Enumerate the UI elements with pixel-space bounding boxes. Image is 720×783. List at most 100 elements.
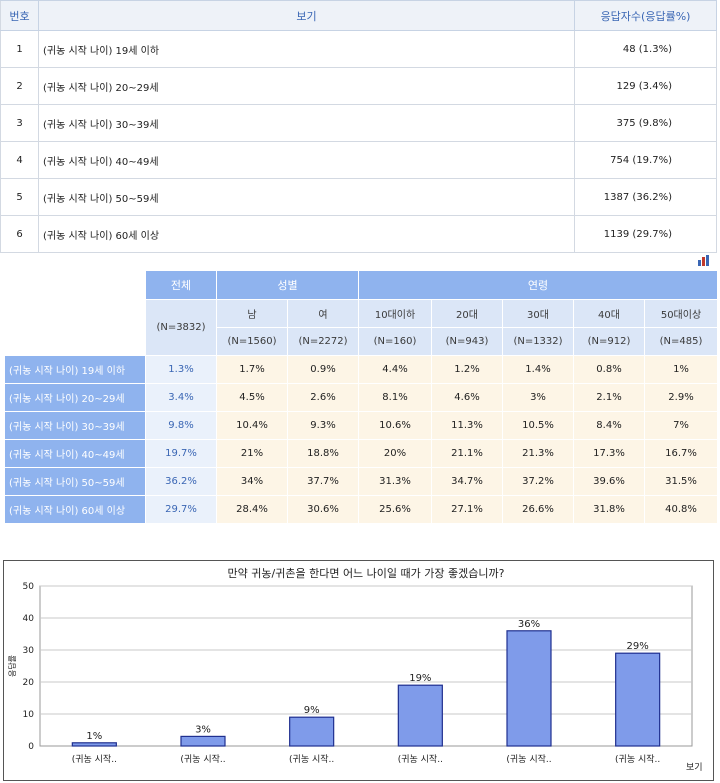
y-tick-label: 40 bbox=[23, 614, 35, 624]
table-row: 2 (귀농 시작 나이) 20~29세 129 (3.4%) bbox=[0, 67, 717, 105]
cross-cell: 4.4% bbox=[359, 356, 431, 383]
response-table: 번호 보기 응답자수(응답률%) 1 (귀농 시작 나이) 19세 이하 48 (1… bbox=[0, 0, 717, 253]
cross-cell: 11.3% bbox=[432, 412, 502, 439]
cross-cell: 8.4% bbox=[574, 412, 644, 439]
cross-cell: 1% bbox=[645, 356, 717, 383]
row-option: (귀농 시작 나이) 50~59세 bbox=[38, 178, 575, 216]
cross-cell-total: 36.2% bbox=[146, 468, 216, 495]
row-option: (귀농 시작 나이) 40~49세 bbox=[38, 141, 575, 179]
row-number: 6 bbox=[0, 215, 39, 253]
cross-cell: 21.1% bbox=[432, 440, 502, 467]
y-tick-label: 30 bbox=[23, 646, 35, 656]
row-number: 5 bbox=[0, 178, 39, 216]
header-no: 번호 bbox=[0, 0, 39, 31]
row-option: (귀농 시작 나이) 30~39세 bbox=[38, 104, 575, 142]
row-count: 1139 (29.7%) bbox=[574, 215, 717, 253]
bar bbox=[71, 742, 117, 747]
row-option: (귀농 시작 나이) 20~29세 bbox=[38, 67, 575, 105]
cross-cell: 7% bbox=[645, 412, 717, 439]
cross-cell: 16.7% bbox=[645, 440, 717, 467]
cross-cell-total: 1.3% bbox=[146, 356, 216, 383]
corner-cell bbox=[5, 271, 145, 299]
row-count: 375 (9.8%) bbox=[574, 104, 717, 142]
row-count: 48 (1.3%) bbox=[574, 30, 717, 68]
cross-cell: 31.5% bbox=[645, 468, 717, 495]
cross-row-label: (귀농 시작 나이) 50~59세 bbox=[5, 468, 145, 495]
sub-header: 여 bbox=[288, 300, 358, 327]
sub-header: 10대이하 bbox=[359, 300, 431, 327]
sub-header-n: (N=160) bbox=[359, 328, 431, 355]
bar-chart-icon[interactable] bbox=[697, 253, 711, 267]
sub-header: 50대이상 bbox=[645, 300, 717, 327]
sub-header-n: (N=2272) bbox=[288, 328, 358, 355]
row-option: (귀농 시작 나이) 60세 이상 bbox=[38, 215, 575, 253]
cross-cell-total: 29.7% bbox=[146, 496, 216, 523]
bar-value-label: 1% bbox=[86, 731, 102, 742]
cross-cell: 30.6% bbox=[288, 496, 358, 523]
plot-area bbox=[39, 585, 693, 747]
cross-cell: 17.3% bbox=[574, 440, 644, 467]
bar-chart: 만약 귀농/귀촌을 한다면 어느 나이일 때가 가장 좋겠습니까? 0 10 20 30… bbox=[3, 560, 714, 781]
response-table-header: 번호 보기 응답자수(응답률%) bbox=[0, 0, 717, 31]
y-tick-label: 0 bbox=[28, 742, 34, 752]
table-row: 6 (귀농 시작 나이) 60세 이상 1139 (29.7%) bbox=[0, 215, 717, 253]
sub-header: 30대 bbox=[503, 300, 573, 327]
cross-row: (귀농 시작 나이) 60세 이상 29.7% 28.4% 30.6% 25.6% 27.… bbox=[5, 496, 717, 523]
table-row: 3 (귀농 시작 나이) 30~39세 375 (9.8%) bbox=[0, 104, 717, 142]
cross-row: (귀농 시작 나이) 50~59세 36.2% 34% 37.7% 31.3% 34.7%… bbox=[5, 468, 717, 495]
cross-cell: 10.4% bbox=[217, 412, 287, 439]
cross-cell-total: 9.8% bbox=[146, 412, 216, 439]
cross-row-label: (귀농 시작 나이) 19세 이하 bbox=[5, 356, 145, 383]
x-tick-label: (귀농 시작.. bbox=[180, 754, 225, 765]
group-total: 전체 bbox=[146, 271, 216, 299]
cross-row: (귀농 시작 나이) 40~49세 19.7% 21% 18.8% 20% 21.1% 21… bbox=[5, 440, 717, 467]
cross-row: (귀농 시작 나이) 20~29세 3.4% 4.5% 2.6% 8.1% 4.6% 3% 2… bbox=[5, 384, 717, 411]
sub-header-n: (N=912) bbox=[574, 328, 644, 355]
cross-cell: 34.7% bbox=[432, 468, 502, 495]
bar-value-label: 29% bbox=[627, 641, 649, 652]
cross-cell: 8.1% bbox=[359, 384, 431, 411]
row-count: 754 (19.7%) bbox=[574, 141, 717, 179]
table-row: 1 (귀농 시작 나이) 19세 이하 48 (1.3%) bbox=[0, 30, 717, 68]
corner-cell bbox=[5, 300, 145, 355]
x-tick-label: (귀농 시작.. bbox=[72, 754, 117, 765]
y-tick-label: 50 bbox=[23, 582, 35, 592]
cross-row-label: (귀농 시작 나이) 60세 이상 bbox=[5, 496, 145, 523]
cross-cell: 3% bbox=[503, 384, 573, 411]
row-number: 1 bbox=[0, 30, 39, 68]
cross-table: 전체 성별 연령 (N=3832) 남 여 10대이하 20대 30대 40대 50대이상 … bbox=[4, 270, 718, 524]
cross-cell: 39.6% bbox=[574, 468, 644, 495]
cross-cell: 10.5% bbox=[503, 412, 573, 439]
sub-header: 40대 bbox=[574, 300, 644, 327]
cross-cell-total: 3.4% bbox=[146, 384, 216, 411]
cross-cell: 26.6% bbox=[503, 496, 573, 523]
total-n: (N=3832) bbox=[146, 300, 216, 355]
cross-cell: 21.3% bbox=[503, 440, 573, 467]
y-axis-label: 응답률 bbox=[7, 655, 17, 677]
cross-cell: 18.8% bbox=[288, 440, 358, 467]
cross-row: (귀농 시작 나이) 19세 이하 1.3% 1.7% 0.9% 4.4% 1.2% 1.4… bbox=[5, 356, 717, 383]
cross-row-label: (귀농 시작 나이) 40~49세 bbox=[5, 440, 145, 467]
x-tick-label: (귀농 시작.. bbox=[615, 754, 660, 765]
cross-cell: 31.3% bbox=[359, 468, 431, 495]
cross-cell: 2.1% bbox=[574, 384, 644, 411]
cross-cell: 37.2% bbox=[503, 468, 573, 495]
cross-cell: 25.6% bbox=[359, 496, 431, 523]
cross-cell: 31.8% bbox=[574, 496, 644, 523]
header-count: 응답자수(응답률%) bbox=[574, 0, 717, 31]
cross-cell-total: 19.7% bbox=[146, 440, 216, 467]
table-row: 5 (귀농 시작 나이) 50~59세 1387 (36.2%) bbox=[0, 178, 717, 216]
cross-cell: 40.8% bbox=[645, 496, 717, 523]
x-tick-label: (귀농 시작.. bbox=[398, 754, 443, 765]
table-row: 4 (귀농 시작 나이) 40~49세 754 (19.7%) bbox=[0, 141, 717, 179]
sub-header: 20대 bbox=[432, 300, 502, 327]
chart-canvas: 만약 귀농/귀촌을 한다면 어느 나이일 때가 가장 좋겠습니까? 0 10 20 30… bbox=[7, 566, 703, 773]
x-tick-label: (귀농 시작.. bbox=[289, 754, 334, 765]
row-count: 129 (3.4%) bbox=[574, 67, 717, 105]
cross-row-label: (귀농 시작 나이) 20~29세 bbox=[5, 384, 145, 411]
cross-cell: 10.6% bbox=[359, 412, 431, 439]
y-tick-label: 20 bbox=[23, 678, 35, 688]
cross-cell: 34% bbox=[217, 468, 287, 495]
bar-value-label: 9% bbox=[304, 705, 320, 716]
sub-header-n: (N=485) bbox=[645, 328, 717, 355]
